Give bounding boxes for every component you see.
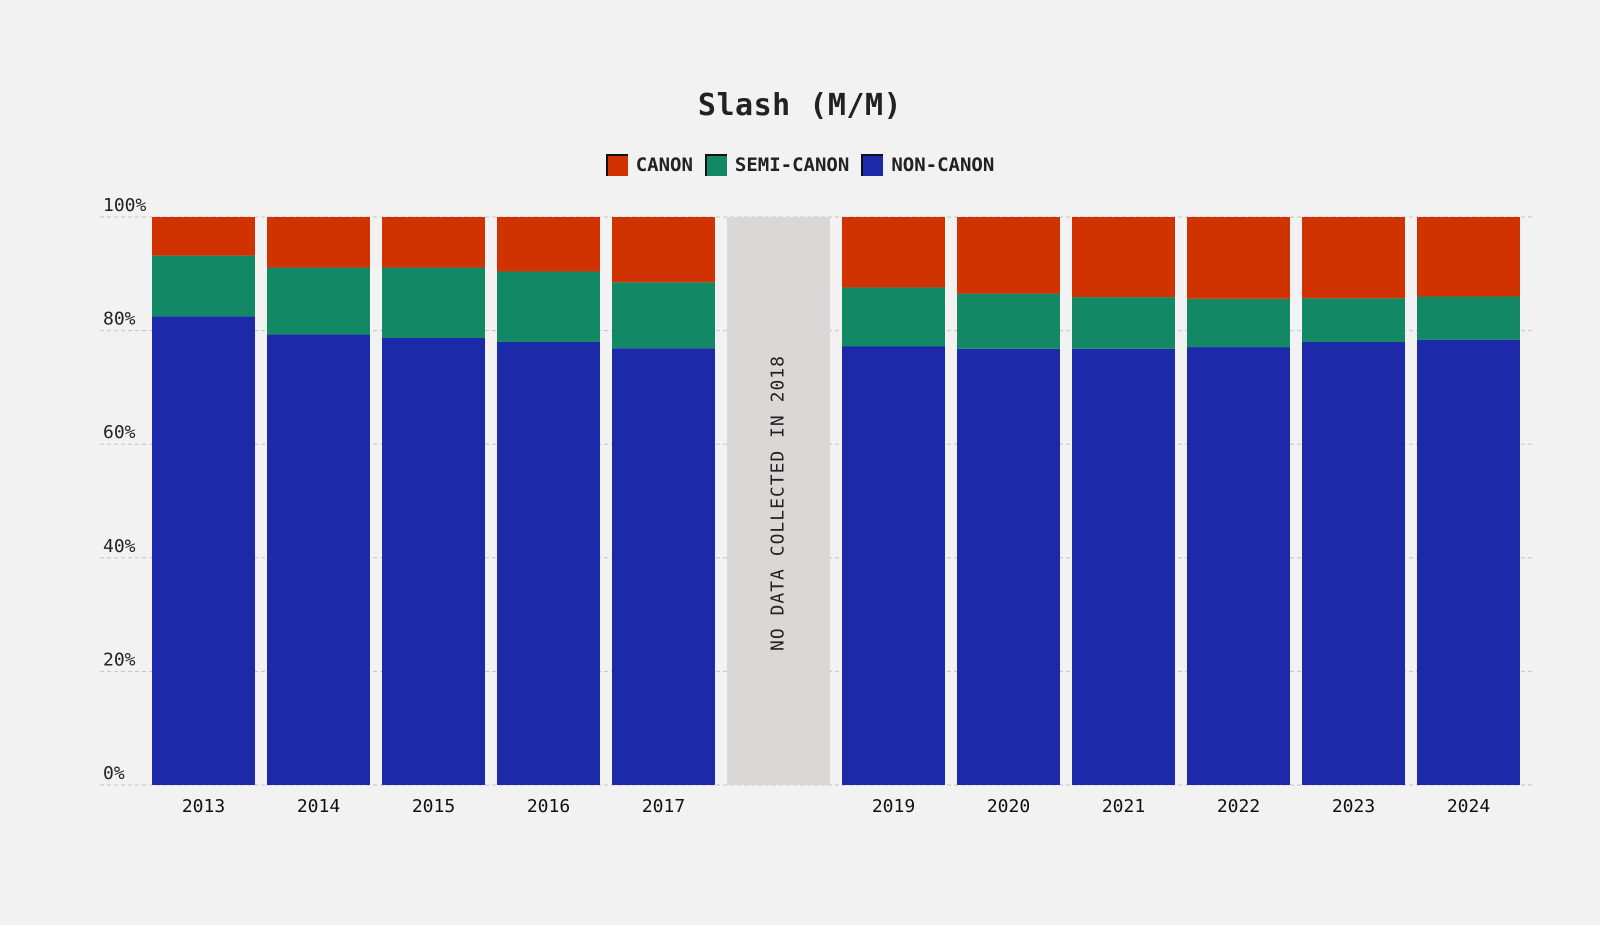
bar-semi-canon-2020 xyxy=(957,293,1060,349)
legend-item-non-canon: NON-CANON xyxy=(861,154,994,176)
bar-semi-canon-2015 xyxy=(382,267,485,338)
bar-semi-canon-2022 xyxy=(1187,298,1290,348)
bar-canon-2016 xyxy=(497,217,600,272)
bar-non-canon-2021 xyxy=(1072,348,1175,785)
bar-semi-canon-2019 xyxy=(842,287,945,347)
bar-non-canon-2024 xyxy=(1417,339,1520,785)
y-tick-label: 80% xyxy=(103,309,136,330)
bar-non-canon-2014 xyxy=(267,334,370,785)
y-tick-label: 60% xyxy=(103,422,136,443)
bar-non-canon-2015 xyxy=(382,337,485,785)
x-tick-label-2021: 2021 xyxy=(1102,796,1145,817)
x-tick-label-2019: 2019 xyxy=(872,796,915,817)
chart-title: Slash (M/M) xyxy=(697,88,903,123)
x-tick-label-2016: 2016 xyxy=(527,796,570,817)
bar-canon-2021 xyxy=(1072,217,1175,298)
legend-swatch-non-canon xyxy=(861,154,884,176)
bar-canon-2023 xyxy=(1302,217,1405,299)
bar-semi-canon-2016 xyxy=(497,271,600,342)
bar-non-canon-2016 xyxy=(497,341,600,785)
legend-item-semi-canon: SEMI-CANON xyxy=(704,154,850,176)
x-tick-label-2020: 2020 xyxy=(987,796,1030,817)
bar-semi-canon-2017 xyxy=(612,282,715,349)
legend-swatch-semi-canon xyxy=(704,154,727,176)
x-tick-label-2023: 2023 xyxy=(1332,796,1375,817)
bar-non-canon-2017 xyxy=(612,348,715,785)
bar-non-canon-2019 xyxy=(842,346,945,785)
y-tick-label: 20% xyxy=(103,649,136,670)
bar-canon-2017 xyxy=(612,217,715,283)
legend-label-semi-canon: SEMI-CANON xyxy=(734,154,850,176)
y-tick-label: 100% xyxy=(103,195,147,216)
bar-semi-canon-2014 xyxy=(267,267,370,335)
bar-canon-2024 xyxy=(1417,217,1520,297)
x-tick-label-2017: 2017 xyxy=(642,796,685,817)
x-tick-label-2014: 2014 xyxy=(297,796,340,817)
bar-non-canon-2023 xyxy=(1302,341,1405,785)
bar-canon-2020 xyxy=(957,217,1060,294)
no-data-bar xyxy=(727,217,830,785)
x-tick-label-2022: 2022 xyxy=(1217,796,1260,817)
legend-label-non-canon: NON-CANON xyxy=(891,154,995,176)
bar-semi-canon-2024 xyxy=(1417,296,1520,340)
x-tick-label-2015: 2015 xyxy=(412,796,455,817)
bar-canon-2013 xyxy=(152,217,255,256)
legend-label-canon: CANON xyxy=(635,154,693,176)
bar-semi-canon-2023 xyxy=(1302,298,1405,342)
no-data-label: NO DATA COLLECTED IN 2018 xyxy=(768,355,789,651)
y-tick-label: 40% xyxy=(103,536,136,557)
bar-semi-canon-2021 xyxy=(1072,297,1175,349)
bar-non-canon-2013 xyxy=(152,316,255,785)
legend-item-canon: CANON xyxy=(605,154,693,176)
legend-swatch-canon xyxy=(605,154,628,176)
x-tick-label-2024: 2024 xyxy=(1447,796,1490,817)
bar-canon-2014 xyxy=(267,217,370,268)
y-tick-label: 0% xyxy=(103,763,125,784)
bar-canon-2015 xyxy=(382,217,485,268)
bar-canon-2019 xyxy=(842,217,945,288)
x-tick-label-2013: 2013 xyxy=(182,796,225,817)
chart-legend: CANON SEMI-CANON NON-CANON xyxy=(0,154,1600,176)
bar-semi-canon-2013 xyxy=(152,255,255,317)
bar-canon-2022 xyxy=(1187,217,1290,299)
bar-non-canon-2022 xyxy=(1187,347,1290,785)
bar-non-canon-2020 xyxy=(957,348,1060,785)
